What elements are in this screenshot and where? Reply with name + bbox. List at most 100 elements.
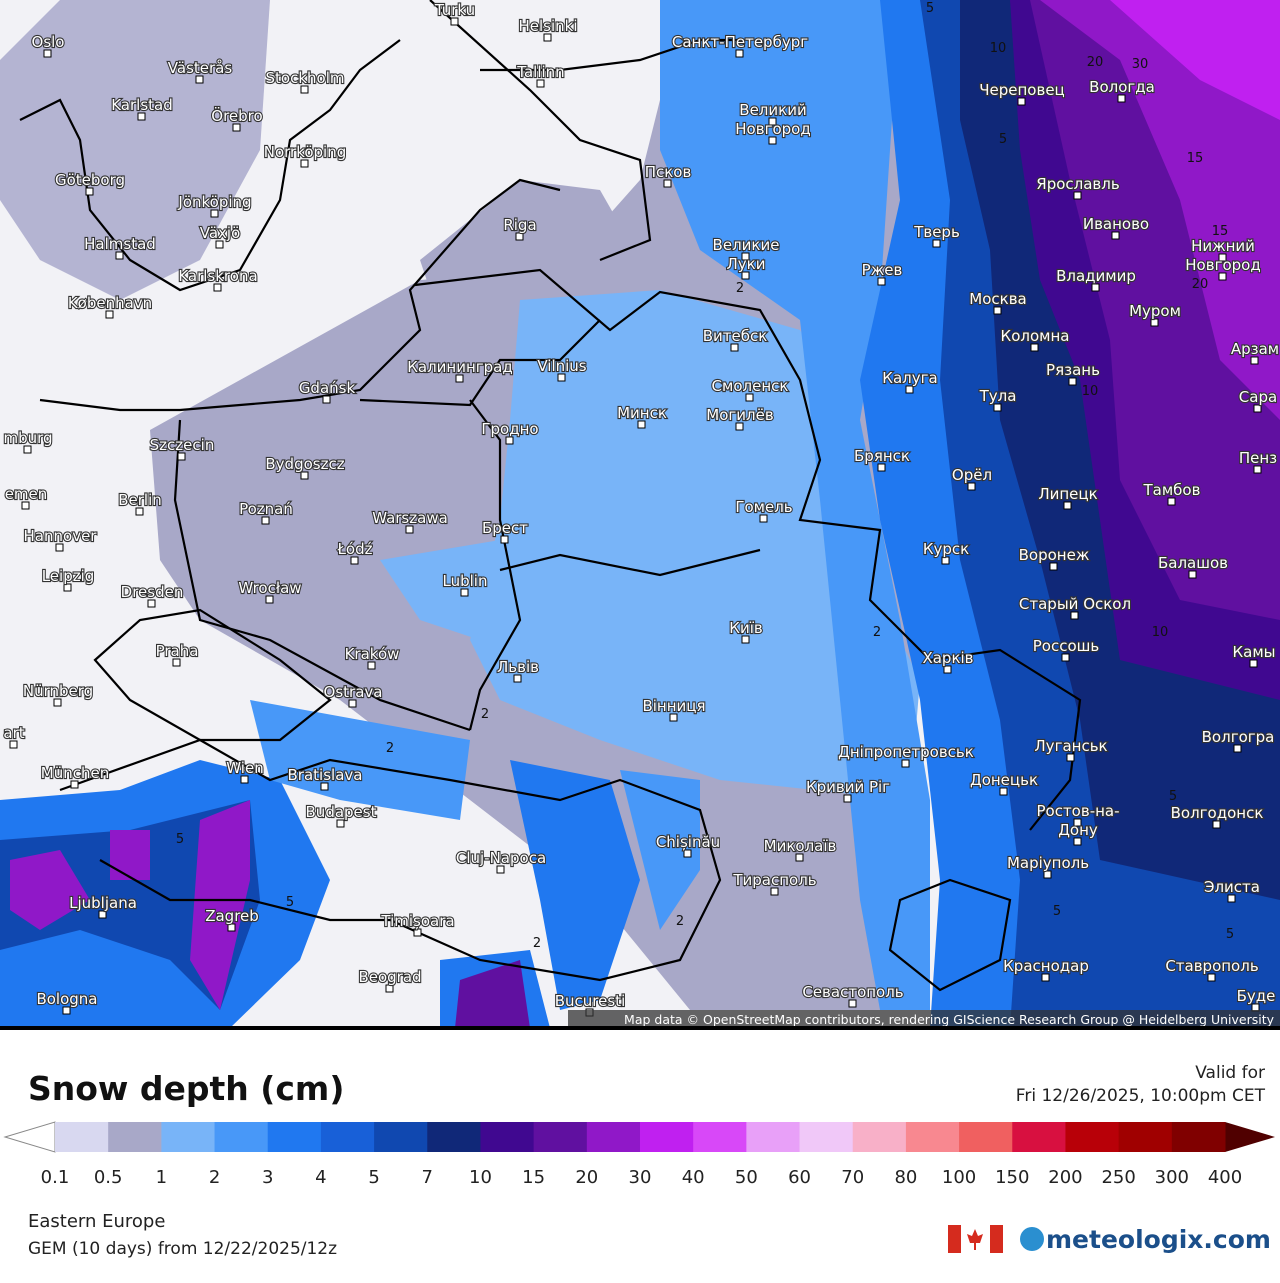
color-bin	[1012, 1122, 1066, 1152]
contour-label: 10	[1152, 625, 1169, 640]
city-label: Berlin	[118, 491, 162, 509]
city-marker	[1253, 404, 1262, 413]
city-marker	[741, 252, 750, 261]
city-label: Łódź	[336, 540, 372, 558]
snow-region	[0, 0, 270, 300]
city-label: Калуга	[882, 369, 937, 387]
colorbar-tick-label: 300	[1155, 1167, 1189, 1188]
city-label: Брянск	[854, 447, 910, 465]
city-marker	[98, 910, 107, 919]
snow-region	[10, 800, 250, 1010]
valid-label: Valid for	[1195, 1063, 1265, 1083]
city-label: Bratislava	[288, 766, 363, 784]
color-bin	[1118, 1122, 1173, 1152]
city-label: Рязань	[1046, 361, 1100, 379]
city-label: Великий	[739, 101, 806, 119]
city-label: Миколаїв	[764, 837, 837, 855]
city-marker	[23, 445, 32, 454]
contour-label: 5	[1169, 789, 1177, 804]
city-label: Kraków	[345, 645, 400, 663]
city-marker	[450, 17, 459, 26]
city-label: Szczecin	[150, 436, 215, 454]
city-marker	[967, 482, 976, 491]
city-marker	[300, 159, 309, 168]
city-label: Севастополь	[802, 983, 903, 1001]
contour-label: 5	[176, 832, 184, 847]
city-marker	[9, 740, 18, 749]
city-label: Гродно	[481, 420, 538, 438]
snow-region	[250, 700, 700, 930]
city-marker	[500, 535, 509, 544]
contour-label: 20	[1087, 55, 1104, 70]
contour-label: 2	[481, 707, 489, 722]
city-marker	[367, 661, 376, 670]
city-marker	[1061, 653, 1070, 662]
city-marker	[455, 374, 464, 383]
city-label: Балашов	[1158, 554, 1228, 572]
city-label: Луганськ	[1034, 737, 1107, 755]
city-marker	[901, 759, 910, 768]
city-marker	[770, 887, 779, 896]
city-marker	[795, 853, 804, 862]
city-marker	[1251, 1003, 1260, 1012]
city-marker	[943, 665, 952, 674]
city-label: art	[3, 724, 24, 742]
city-marker	[135, 507, 144, 516]
coast-line	[39, 178, 561, 412]
color-bin	[1065, 1122, 1120, 1152]
city-label: Ржев	[862, 261, 903, 279]
city-marker	[505, 436, 514, 445]
city-label: Коломна	[1001, 327, 1070, 345]
city-marker	[515, 232, 524, 241]
colorbar-tick-label: 50	[735, 1167, 758, 1188]
city-label: Västerås	[168, 59, 233, 77]
city-label: Karlstad	[111, 96, 173, 114]
contour-label: 15	[1187, 151, 1204, 166]
coast-line	[480, 38, 740, 72]
border-line	[173, 419, 471, 732]
city-marker	[941, 556, 950, 565]
city-label: Санкт-Петербург	[672, 33, 808, 51]
city-marker	[1030, 343, 1039, 352]
city-marker	[1218, 253, 1227, 262]
city-label: Bologna	[36, 990, 97, 1008]
city-marker	[745, 393, 754, 402]
city-marker	[683, 849, 692, 858]
contour-label: 5	[1226, 927, 1234, 942]
colorbar-tick-label: 60	[788, 1167, 811, 1188]
city-marker	[55, 543, 64, 552]
colorbar-tick-label: 4	[315, 1167, 326, 1188]
brand: meteologix.com	[1046, 1225, 1271, 1254]
city-marker	[1188, 570, 1197, 579]
city-marker	[172, 658, 181, 667]
city-marker	[877, 463, 886, 472]
color-bin	[640, 1122, 694, 1152]
city-marker	[177, 452, 186, 461]
colorbar-tick-label: 0.5	[94, 1167, 123, 1188]
color-bin	[55, 1122, 109, 1152]
coast-line	[19, 39, 401, 292]
city-marker	[1150, 318, 1159, 327]
city-marker	[460, 588, 469, 597]
city-marker	[663, 179, 672, 188]
snow-region	[1110, 0, 1280, 120]
city-label: mburg	[3, 429, 52, 447]
city-marker	[759, 514, 768, 523]
contour-label: 2	[533, 936, 541, 951]
city-label: Муром	[1129, 302, 1181, 320]
city-marker	[768, 117, 777, 126]
city-marker	[1227, 894, 1236, 903]
contour-label: 15	[1212, 224, 1229, 239]
city-label: Луки	[727, 255, 766, 273]
city-marker	[385, 984, 394, 993]
city-label: Новгород	[1185, 256, 1260, 274]
colorbar-tick-label: 5	[368, 1167, 379, 1188]
city-marker	[336, 819, 345, 828]
city-labels: Oslo Västerås Stockholm Karlstad ÖrebroNorrk…	[2, 0, 1280, 1017]
city-marker	[735, 422, 744, 431]
city-label: Växjö	[200, 224, 241, 242]
city-marker	[232, 123, 241, 132]
colorbar-tick-label: 7	[422, 1167, 433, 1188]
snow-region	[470, 290, 920, 800]
city-label: Gdańsk	[299, 379, 356, 397]
